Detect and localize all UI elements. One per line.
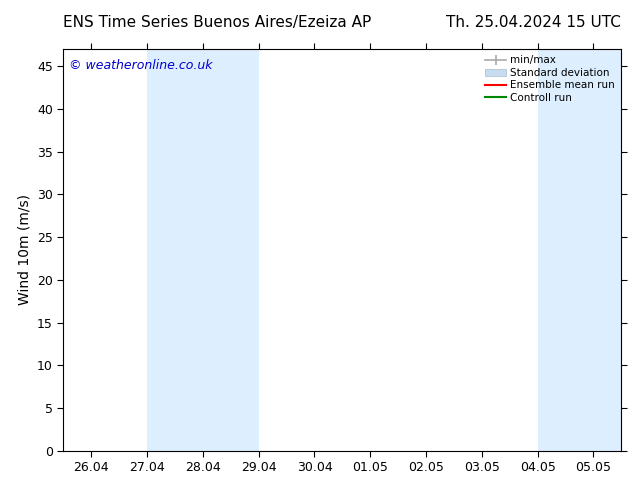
Bar xyxy=(593,49,634,451)
Text: © weatheronline.co.uk: © weatheronline.co.uk xyxy=(69,59,212,72)
Text: ENS Time Series Buenos Aires/Ezeiza AP: ENS Time Series Buenos Aires/Ezeiza AP xyxy=(63,15,372,30)
Bar xyxy=(203,49,259,451)
Legend: min/max, Standard deviation, Ensemble mean run, Controll run: min/max, Standard deviation, Ensemble me… xyxy=(482,52,618,106)
Text: Th. 25.04.2024 15 UTC: Th. 25.04.2024 15 UTC xyxy=(446,15,621,30)
Y-axis label: Wind 10m (m/s): Wind 10m (m/s) xyxy=(18,195,32,305)
Bar xyxy=(538,49,593,451)
Bar xyxy=(147,49,203,451)
